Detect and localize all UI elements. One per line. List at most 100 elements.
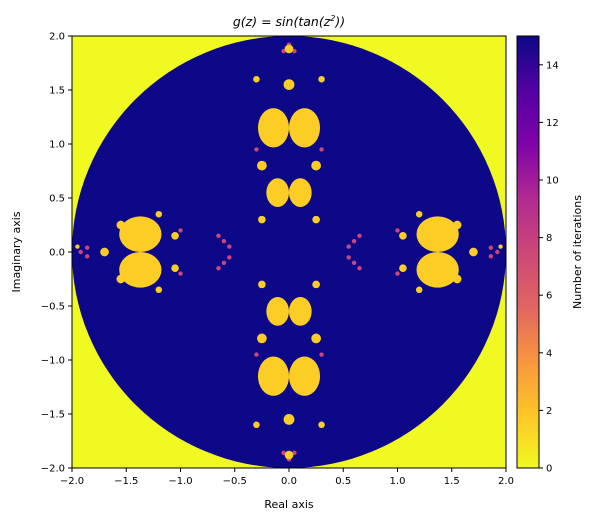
bulb-right [416,216,459,288]
satellite-bulb [75,244,80,249]
y-tick-label: −2.0 [41,464,65,475]
edge-speckle [227,255,232,260]
colorbar [516,35,540,469]
satellite-bulb [312,280,320,289]
colorbar-label: Number of iterations [571,195,584,309]
edge-speckle [221,260,227,265]
satellite-bulb [283,79,295,90]
satellite-bulb [256,333,267,344]
edge-speckle [227,244,232,249]
satellite-bulb [116,220,126,230]
edge-speckle [292,48,297,54]
bulb-lobe [289,178,312,207]
bulb-lobe [257,356,289,396]
edge-speckle [319,352,324,357]
bulb-lobe [289,297,312,326]
bulb-lobe [266,297,289,326]
colorbar-tick-label: 14 [546,60,559,71]
plot-area [72,36,506,468]
bulb-lower-inner [266,297,312,326]
x-tick-label: 2.0 [498,476,514,487]
x-tick-label: −0.5 [223,476,247,487]
satellite-bulb [399,264,407,272]
bulb-lobe [289,356,321,396]
satellite-bulb [258,280,266,289]
satellite-bulb [258,215,266,224]
colorbar-tick-label: 10 [546,176,559,187]
x-tick-label: 1.0 [390,476,406,487]
edge-speckle [216,233,221,238]
bulb-left [119,216,162,288]
edge-speckle [357,233,362,238]
edge-speckle [281,450,286,456]
edge-speckle [488,245,494,250]
interior-disc [72,36,506,468]
bulb-upper-inner [266,178,312,207]
edge-speckle [178,271,183,276]
satellite-bulb [256,160,267,171]
bulb-lobe [119,216,162,252]
edge-speckle [84,254,90,259]
satellite-bulb [284,44,294,54]
bulb-lobe [416,252,459,288]
colorbar-tick-label: 2 [546,406,552,417]
bulb-lobe [266,178,289,207]
edge-speckle [395,271,400,276]
y-tick-label: 1.0 [49,140,65,151]
satellite-bulb [312,215,320,224]
edge-speckle [319,147,324,152]
x-tick-label: 0.5 [335,476,351,487]
satellite-bulb [283,414,295,425]
edge-speckle [178,228,183,233]
edge-speckle [488,254,494,259]
y-tick-label: −1.0 [41,356,65,367]
edge-speckle [346,244,351,249]
bulb-top [257,108,321,148]
edge-speckle [254,147,259,152]
x-tick-label: 1.5 [444,476,460,487]
y-tick-label: 2.0 [49,32,65,43]
edge-speckle [351,239,357,244]
bulb-lobe [257,108,289,148]
y-axis-label: Imaginary axis [10,211,23,292]
colorbar-tick-label: 4 [546,348,552,359]
colorbar-tick-label: 8 [546,233,552,244]
satellite-bulb [155,286,163,294]
colorbar-ticks: 0 2 4 6 8 10 12 14 [539,60,559,475]
satellite-bulb [284,450,294,460]
edge-speckle [216,266,221,271]
x-axis-label: Real axis [264,498,314,511]
y-axis: 2.0 1.5 1.0 0.5 0.0 −0.5 −1.0 −1.5 −2.0 [41,32,72,475]
satellite-bulb [469,247,478,257]
edge-speckle [78,249,83,255]
satellite-bulb [318,75,325,83]
edge-speckle [357,266,362,271]
satellite-bulb [311,160,322,171]
y-tick-label: −1.5 [41,410,65,421]
edge-speckle [292,450,297,456]
satellite-bulb [100,247,109,257]
edge-speckle [351,260,357,265]
colorbar-tick-label: 12 [546,118,559,129]
y-tick-label: 0.5 [49,194,65,205]
satellite-bulb [415,286,423,294]
y-tick-label: 1.5 [49,86,65,97]
edge-speckle [254,352,259,357]
satellite-bulb [171,232,179,240]
edge-speckle [84,245,90,250]
satellite-bulb [452,274,462,284]
edge-speckle [346,255,351,260]
satellite-bulb [116,274,126,284]
bulb-lobe [119,252,162,288]
chart-title: g(z) = sin(tan(z2)) [233,14,345,29]
y-tick-label: −0.5 [41,302,65,313]
satellite-bulb [452,220,462,230]
satellite-bulb [253,75,260,83]
satellite-bulb [253,421,260,429]
x-tick-label: −1.5 [114,476,138,487]
bulb-lobe [289,108,321,148]
satellite-bulb [415,210,423,218]
edge-speckle [495,249,500,255]
satellite-bulb [498,244,503,249]
